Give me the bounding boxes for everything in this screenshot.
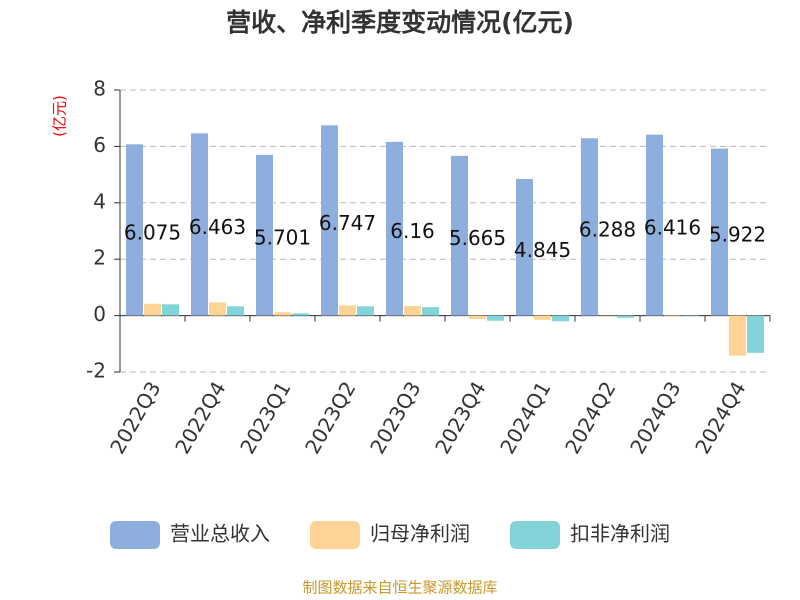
x-tick-label: 2023Q1 <box>235 377 295 458</box>
bar <box>646 134 663 316</box>
legend-label: 归母净利润 <box>370 522 470 546</box>
y-axis-label: (亿元) <box>51 95 69 137</box>
y-tick-label: -2 <box>86 359 106 383</box>
x-tick-label: 2024Q1 <box>495 377 555 458</box>
bar <box>711 148 728 316</box>
x-tick-label: 2022Q4 <box>170 377 230 458</box>
legend-swatch <box>110 521 160 549</box>
bar <box>451 155 468 316</box>
bar <box>516 178 533 316</box>
value-label: 6.747 <box>319 211 376 235</box>
bar <box>126 144 143 316</box>
bar <box>664 315 681 316</box>
bar <box>162 304 179 316</box>
bar <box>191 133 208 316</box>
y-tick-label: 8 <box>93 77 106 101</box>
value-label: 5.922 <box>709 223 766 247</box>
bar <box>487 315 504 321</box>
x-tick-label: 2023Q4 <box>430 377 490 458</box>
value-label: 6.416 <box>644 216 701 240</box>
bar <box>729 315 746 356</box>
legend-swatch <box>510 521 560 549</box>
y-tick-label: 2 <box>93 246 106 270</box>
bar <box>534 315 551 320</box>
x-tick-label: 2024Q3 <box>625 377 685 458</box>
legend-swatch <box>310 521 360 549</box>
bar <box>469 315 486 319</box>
bar <box>292 313 309 316</box>
chart-title: 营收、净利季度变动情况(亿元) <box>226 8 574 37</box>
y-tick-label: 4 <box>93 189 106 213</box>
bar <box>339 305 356 316</box>
value-label: 6.16 <box>390 219 435 243</box>
x-tick-label: 2022Q3 <box>105 377 165 458</box>
value-label: 4.845 <box>514 238 571 262</box>
value-label: 5.701 <box>254 226 311 250</box>
y-tick-label: 0 <box>93 302 106 326</box>
x-tick-label: 2024Q2 <box>560 377 620 458</box>
bar <box>256 154 273 316</box>
value-label: 6.288 <box>579 217 636 241</box>
value-label: 6.075 <box>124 220 181 244</box>
bar <box>747 315 764 353</box>
bar <box>552 315 569 322</box>
legend-label: 营业总收入 <box>170 522 270 546</box>
x-tick-label: 2023Q3 <box>365 377 425 458</box>
bar <box>321 125 338 316</box>
bar <box>357 306 374 316</box>
bar <box>617 315 634 318</box>
bar <box>404 306 421 316</box>
bar <box>209 302 226 316</box>
bar <box>144 303 161 316</box>
x-tick-label: 2023Q2 <box>300 377 360 458</box>
source: 制图数据来自恒生聚源数据库 <box>302 579 497 597</box>
legend-label: 扣非净利润 <box>570 522 670 546</box>
bar <box>422 307 439 316</box>
value-label: 6.463 <box>189 215 246 239</box>
bar <box>274 312 291 316</box>
y-tick-label: 6 <box>93 133 106 157</box>
bar <box>682 315 699 316</box>
x-tick-label: 2024Q4 <box>690 377 750 458</box>
bar <box>227 306 244 316</box>
bar <box>386 141 403 316</box>
bar <box>581 138 598 316</box>
value-label: 5.665 <box>449 226 506 250</box>
